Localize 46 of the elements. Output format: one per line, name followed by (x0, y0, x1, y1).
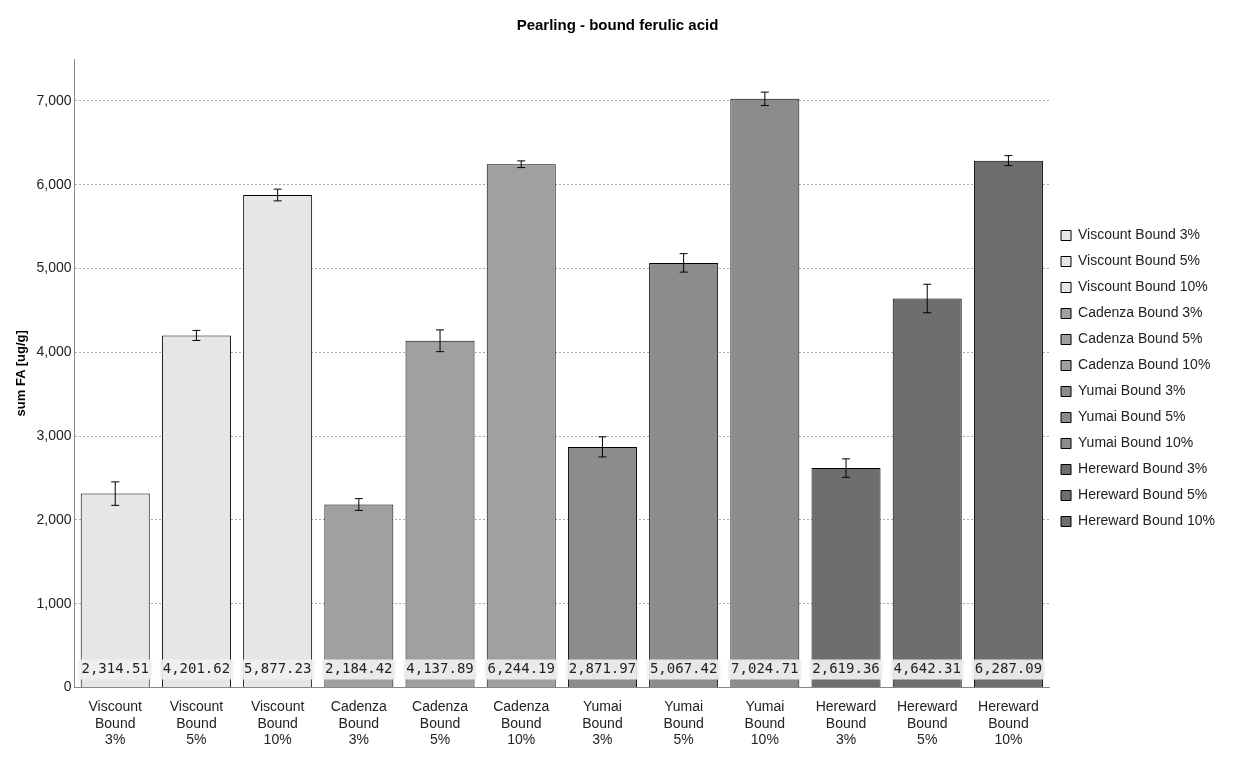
text: 4,201.62 (162, 660, 231, 677)
legend-label: Cadenza Bound 10% (1078, 356, 1211, 373)
x-tick-label: Hereward Bound 5% (896, 697, 958, 748)
x-tick-label: Hereward Bound 10% (978, 697, 1039, 748)
x-tick-label: Yumai Bound 5% (663, 697, 704, 748)
y-axis-title: sum FA [ug/g] (13, 330, 29, 417)
y-tick-label: 7,000 (36, 91, 72, 108)
y-tick-label: 3,000 (36, 427, 72, 444)
x-tick-label: Hereward Bound 3% (815, 697, 877, 748)
y-tick-label: 2,000 (36, 510, 72, 527)
x-tick-label: Cadenza Bound 3% (330, 697, 388, 748)
chart-title: Pearling - bound ferulic acid (516, 16, 719, 34)
text: 5,067.42 (649, 660, 718, 677)
text: 5,877.23 (243, 660, 312, 677)
x-tick-label: Viscount Bound 5% (169, 697, 224, 748)
y-tick-label: 4,000 (36, 343, 72, 360)
legend-label: Viscount Bound 5% (1078, 252, 1200, 269)
text: 6,287.09 (974, 660, 1043, 677)
x-tick-label: Yumai Bound 10% (744, 697, 786, 748)
legend-label: Yumai Bound 5% (1078, 408, 1186, 425)
y-tick-label: 1,000 (36, 594, 72, 611)
legend-label: Yumai Bound 3% (1078, 382, 1186, 399)
text: 2,314.51 (81, 660, 149, 677)
text: 2,871.97 (568, 660, 637, 677)
legend-label: Hereward Bound 3% (1078, 460, 1208, 477)
x-tick-label: Cadenza Bound 10% (493, 697, 550, 748)
legend-label: Hereward Bound 5% (1078, 486, 1208, 503)
x-tick-label: Viscount Bound 3% (88, 697, 143, 748)
y-tick-label: 0 (63, 678, 72, 695)
x-tick-label: Yumai Bound 3% (582, 697, 623, 748)
y-tick-label: 5,000 (36, 259, 72, 276)
text: 6,244.19 (487, 660, 555, 677)
text: 2,619.36 (812, 660, 880, 677)
text: 2,184.42 (325, 660, 393, 677)
text: 4,137.89 (406, 660, 474, 677)
text: 4,642.31 (893, 660, 961, 677)
legend-label: Hereward Bound 10% (1078, 512, 1216, 529)
y-tick-label: 6,000 (36, 175, 72, 192)
legend-label: Cadenza Bound 3% (1078, 304, 1203, 321)
x-tick-label: Cadenza Bound 5% (412, 697, 469, 748)
legend-label: Viscount Bound 3% (1078, 226, 1200, 243)
legend-label: Cadenza Bound 5% (1078, 330, 1203, 347)
legend-label: Viscount Bound 10% (1078, 278, 1208, 295)
text: 7,024.71 (731, 660, 799, 677)
x-tick-label: Viscount Bound 10% (250, 697, 305, 748)
legend-label: Yumai Bound 10% (1078, 434, 1194, 451)
